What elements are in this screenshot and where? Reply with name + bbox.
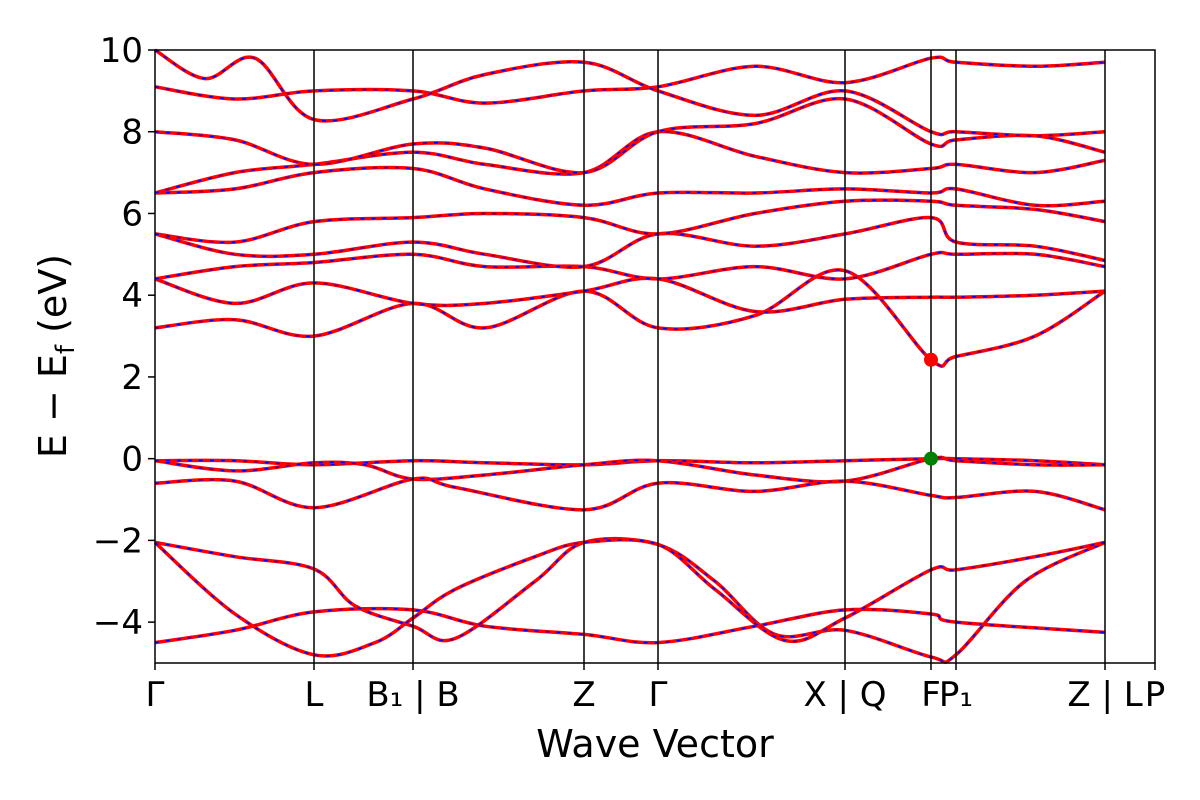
y-tick-label-4: 2	[121, 358, 143, 398]
band-2-line	[154, 536, 1106, 664]
x-tick-label-3: Z	[572, 675, 595, 715]
band-14-overlay	[154, 97, 1106, 174]
plot-frame	[154, 49, 1156, 664]
y-tick-label-0: 10	[100, 31, 143, 71]
band-16-overlay	[154, 49, 1106, 137]
kpoint-lines	[313, 50, 1106, 663]
band-11-overlay	[154, 199, 1106, 244]
vbm-marker	[924, 451, 938, 466]
band-6-overlay	[154, 477, 1106, 511]
x-tick-label-7: P₁	[939, 675, 973, 715]
band-3-line	[153, 538, 1106, 658]
y-tick-label-3: 4	[121, 276, 143, 316]
x-tick-label-2: B₁ | B	[366, 675, 459, 715]
x-tick-label-4: Γ	[649, 675, 668, 715]
band-lines	[153, 48, 1106, 664]
x-tick-label-1: L	[305, 675, 324, 715]
band-1-overlay	[154, 607, 1106, 644]
band-12-line	[154, 165, 1106, 208]
band-10-overlay	[154, 216, 1106, 268]
cbm-marker	[924, 352, 938, 367]
band-5-overlay	[154, 456, 1106, 483]
y-tick-label-7: −4	[93, 603, 143, 643]
x-axis-label: Wave Vector	[536, 722, 774, 766]
x-tick-label-0: Γ	[146, 675, 165, 715]
band-6-line	[154, 476, 1106, 512]
x-tick-label-5: X | Q	[803, 675, 886, 715]
x-tick-label-9: P	[1145, 675, 1166, 715]
y-axis-label-main: E − E	[31, 354, 75, 458]
y-tick-label-2: 6	[121, 194, 143, 234]
y-axis-label-sub: f	[51, 344, 81, 354]
y-tick-label-5: 0	[121, 440, 143, 480]
y-tick-label-6: −2	[93, 521, 143, 561]
x-tick-label-8: Z | L	[1067, 675, 1142, 715]
band-12-overlay	[154, 166, 1106, 207]
x-tick-label-6: F	[921, 675, 941, 715]
band-8-line	[154, 276, 1106, 314]
band-3-overlay	[154, 538, 1106, 657]
y-axis-label-unit: (eV)	[31, 254, 75, 345]
y-tick-label-1: 8	[121, 113, 143, 153]
y-axis-label: E − Ef (eV)	[31, 254, 81, 458]
y-axis-ticks: 10 8 6 4 2 0 −2 −4	[93, 31, 155, 643]
extrema-markers	[924, 352, 938, 466]
band-2-overlay	[154, 537, 1106, 663]
